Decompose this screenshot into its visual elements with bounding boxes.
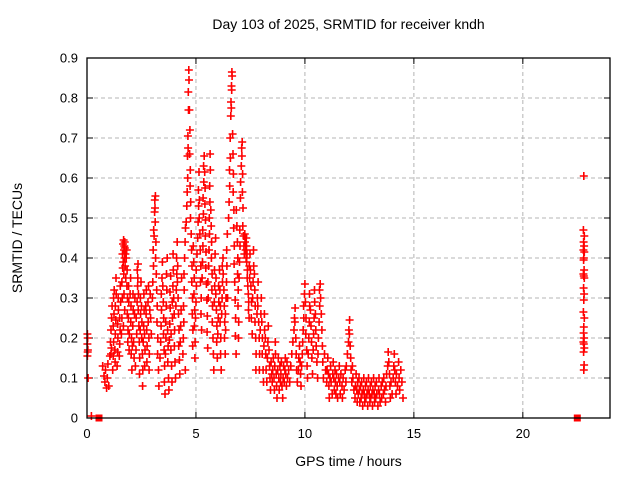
- x-axis-label: GPS time / hours: [295, 453, 402, 469]
- svg-text:5: 5: [192, 426, 199, 441]
- svg-text:0.5: 0.5: [60, 211, 78, 226]
- x-tick-labels: 0 5 10 15 20: [83, 426, 530, 441]
- svg-text:0.9: 0.9: [60, 51, 78, 66]
- svg-text:0: 0: [71, 411, 78, 426]
- chart-title: Day 103 of 2025, SRMTID for receiver knd…: [212, 16, 485, 32]
- tick-marks: [86, 57, 610, 419]
- svg-text:15: 15: [407, 426, 421, 441]
- y-tick-labels: 0 0.1 0.2 0.3 0.4 0.5 0.6 0.7 0.8 0.9: [60, 51, 78, 426]
- svg-text:0: 0: [83, 426, 90, 441]
- svg-text:0.8: 0.8: [60, 91, 78, 106]
- data-points-srmtid: [83, 66, 589, 420]
- svg-text:0.6: 0.6: [60, 171, 78, 186]
- svg-text:0.2: 0.2: [60, 331, 78, 346]
- plot-border: [86, 57, 611, 419]
- gridlines: [87, 58, 610, 418]
- svg-text:10: 10: [298, 426, 312, 441]
- svg-text:0.4: 0.4: [60, 251, 78, 266]
- svg-text:20: 20: [516, 426, 530, 441]
- svg-text:0.7: 0.7: [60, 131, 78, 146]
- svg-text:0.1: 0.1: [60, 371, 78, 386]
- svg-text:0.3: 0.3: [60, 291, 78, 306]
